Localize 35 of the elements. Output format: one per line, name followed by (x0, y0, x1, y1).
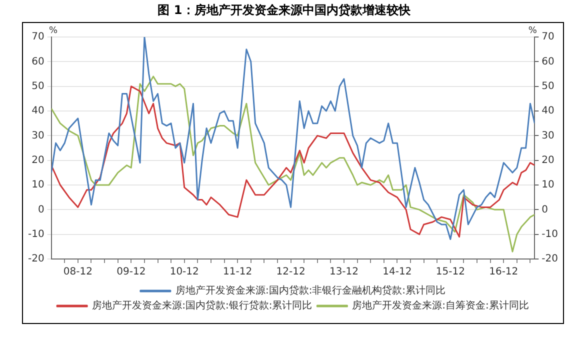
y-tick-label: 60 (32, 56, 44, 68)
legend-label: 房地产开发资金来源:国内贷款:银行贷款:累计同比 (92, 300, 312, 312)
x-tick-label: 08-12 (63, 266, 92, 278)
y2-tick-label: 40 (542, 106, 554, 117)
x-tick-label: 14-12 (382, 266, 412, 278)
y2-tick-label: 50 (542, 80, 554, 92)
y-tick-label: 30 (32, 130, 44, 142)
chart-title: 图 1：房地产开发资金来源中国内贷款增速较快 (156, 2, 412, 19)
y-tick-label: -10 (28, 228, 44, 240)
y-axis-title: % (49, 26, 58, 36)
y2-tick-label: -20 (542, 254, 558, 265)
y2-tick-label: 0 (542, 204, 548, 216)
x-tick-label: 11-12 (223, 266, 252, 278)
y-tick-label: 0 (38, 204, 44, 216)
y2-tick-label: 60 (542, 56, 554, 68)
y-tick-label: 70 (32, 32, 44, 43)
y-tick-label: 20 (32, 154, 44, 166)
y2-tick-label: 10 (542, 180, 554, 191)
x-tick-label: 10-12 (170, 266, 199, 278)
y2-tick-label: 30 (542, 130, 554, 142)
x-tick-label: 09-12 (116, 266, 146, 278)
y-tick-label: -20 (28, 254, 44, 265)
y-tick-label: 10 (32, 180, 44, 191)
x-tick-label: 12-12 (276, 266, 306, 278)
y-tick-label: 40 (32, 106, 44, 117)
y2-tick-label: 20 (542, 154, 554, 166)
x-tick-label: 13-12 (329, 266, 359, 278)
y2-axis-title: % (528, 26, 538, 36)
y2-tick-label: -10 (542, 228, 558, 240)
y-tick-label: 50 (32, 80, 44, 92)
legend-label: 房地产开发资金来源:自筹资金:累计同比 (352, 300, 529, 312)
legend-label: 房地产开发资金来源:国内贷款:非银行金融机构贷款:累计同比 (175, 284, 446, 297)
y2-tick-label: 70 (542, 32, 554, 43)
x-tick-label: 15-12 (436, 266, 465, 278)
x-tick-label: 16-12 (489, 266, 518, 278)
